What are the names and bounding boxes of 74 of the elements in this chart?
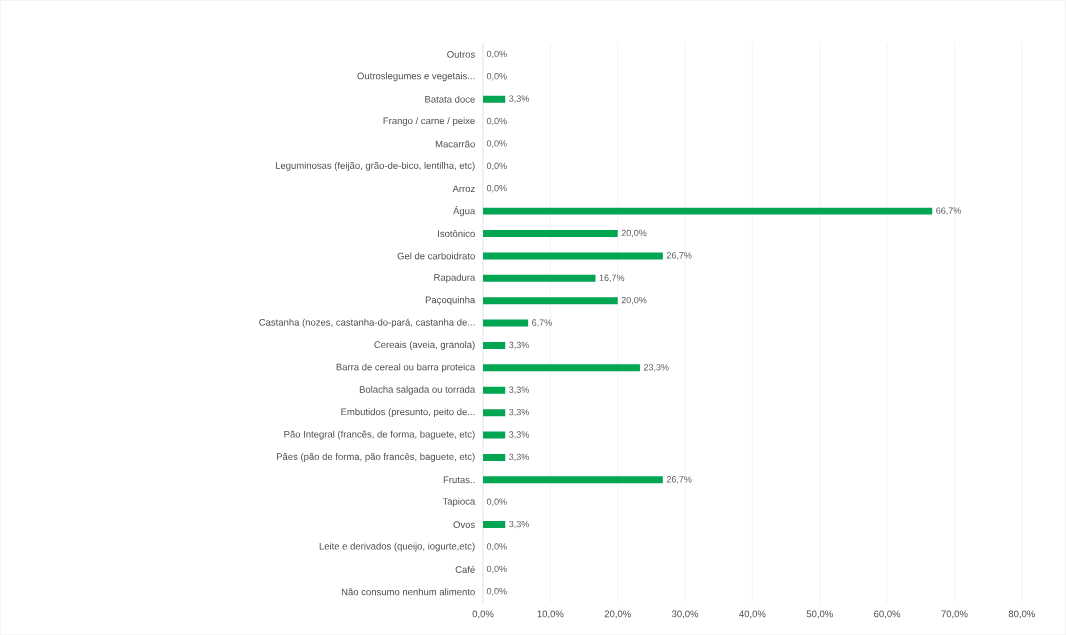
- y-tick-label: Pães (pão de forma, pão francês, baguete, etc): [276, 452, 475, 462]
- data-label: 0,0%: [486, 140, 507, 148]
- y-tick-label: Bolacha salgada ou torrada: [359, 385, 476, 395]
- y-tick-label: Isotônico: [438, 229, 475, 237]
- data-label: 3,3%: [509, 386, 529, 394]
- data-label: 20,0%: [621, 296, 647, 305]
- data-label: 23,3%: [643, 364, 669, 372]
- y-tick-label: Rapadura: [434, 273, 476, 283]
- y-tick-label: Paçoquinha: [425, 296, 476, 306]
- data-label: 0,0%: [486, 50, 507, 59]
- y-tick-label: Ovos: [453, 521, 475, 528]
- y-tick-label: Café: [455, 565, 475, 573]
- y-tick-label: Gel de carboidrato: [397, 252, 475, 260]
- bar: [483, 431, 506, 439]
- bar: [483, 476, 663, 484]
- data-label: 26,7%: [666, 252, 692, 260]
- bar: [483, 297, 618, 305]
- y-tick-label: Não consumo nenhum alimento: [341, 588, 475, 596]
- y-tick-label: Barra de cereal ou barra proteica: [336, 363, 476, 373]
- y-tick-label: Batata doce: [425, 95, 475, 103]
- data-label: 3,3%: [509, 408, 529, 417]
- data-label: 16,7%: [599, 274, 625, 282]
- y-tick-label: Pão Integral (francês, de forma, baguete, etc): [284, 430, 475, 440]
- x-tick-label: 0,0%: [472, 610, 494, 619]
- y-tick-label: Leite e derivados (queijo, iogurte,etc): [319, 542, 475, 552]
- y-tick-label: Outroslegumes e vegetais...: [357, 72, 475, 82]
- bar: [483, 341, 506, 349]
- y-tick-label: Cereais (aveia, granola): [374, 340, 475, 350]
- bar: [483, 252, 663, 260]
- data-label: 0,0%: [486, 184, 507, 193]
- bar: [483, 386, 506, 394]
- bar: [483, 229, 618, 237]
- x-tick-label: 50,0%: [806, 610, 833, 619]
- data-label: 0,0%: [486, 587, 507, 596]
- data-label: 3,3%: [509, 341, 529, 350]
- data-label: 0,0%: [486, 543, 507, 551]
- data-label: 3,3%: [509, 95, 529, 103]
- y-tick-label: Outros: [447, 50, 475, 58]
- y-tick-label: Frutas..: [443, 476, 475, 484]
- y-tick-label: Frango / carne / peixe: [383, 117, 475, 126]
- x-tick-label: 10,0%: [537, 610, 564, 619]
- bar: [483, 364, 640, 372]
- y-tick-label: Tapioca: [442, 497, 476, 507]
- x-tick-label: 60,0%: [874, 610, 901, 619]
- data-label: 3,3%: [509, 431, 529, 439]
- data-label: 0,0%: [486, 565, 507, 574]
- bar: [483, 409, 506, 417]
- data-label: 66,7%: [936, 207, 961, 215]
- data-label: 0,0%: [486, 498, 507, 506]
- y-tick-label: Embutidos (presunto, peito de...: [341, 408, 475, 417]
- x-tick-label: 20,0%: [604, 610, 631, 619]
- data-label: 20,0%: [621, 229, 647, 238]
- data-label: 3,3%: [509, 520, 529, 529]
- y-tick-label: Água: [453, 205, 476, 217]
- x-tick-label: 80,0%: [1008, 610, 1035, 619]
- data-label: 0,0%: [486, 117, 507, 126]
- x-tick-label: 30,0%: [671, 610, 699, 619]
- data-label: 0,0%: [486, 162, 507, 170]
- data-label: 0,0%: [486, 72, 507, 81]
- x-tick-label: 40,0%: [739, 610, 766, 619]
- y-tick-label: Leguminosas (feijão, grão-de-bico, lentilha, etc): [275, 161, 475, 171]
- y-tick-label: Arroz: [452, 185, 475, 192]
- data-label: 3,3%: [509, 453, 529, 462]
- y-tick-label: Castanha (nozes, castanha-do-pará, castanha de...: [259, 318, 475, 328]
- bar: [483, 319, 529, 327]
- bar: [483, 274, 596, 282]
- data-label: 6,7%: [532, 319, 552, 327]
- y-tick-label: Macarrão: [435, 140, 475, 148]
- bar: [483, 207, 933, 215]
- x-tick-label: 70,0%: [941, 610, 968, 619]
- bar: [483, 521, 506, 529]
- bar: [483, 453, 506, 461]
- data-label: 26,7%: [666, 476, 692, 484]
- bar: [483, 95, 506, 103]
